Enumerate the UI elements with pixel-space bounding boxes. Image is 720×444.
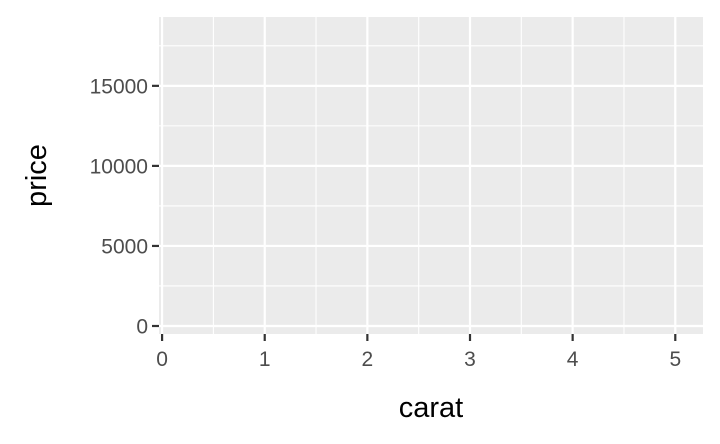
x-axis: 0 1 2 3 4 5 bbox=[156, 334, 681, 371]
panel-background bbox=[159, 17, 703, 334]
x-tick-label: 5 bbox=[669, 348, 681, 371]
y-axis: 0 5000 10000 15000 bbox=[90, 75, 159, 338]
minor-grid bbox=[159, 17, 703, 334]
y-tick-label: 10000 bbox=[90, 155, 148, 178]
major-grid bbox=[159, 17, 703, 334]
y-tick-label: 15000 bbox=[90, 75, 148, 98]
x-tick-label: 3 bbox=[464, 348, 476, 371]
y-tick-label: 5000 bbox=[101, 235, 148, 258]
x-tick-label: 0 bbox=[156, 348, 168, 371]
y-tick-label: 0 bbox=[136, 315, 148, 338]
x-tick-label: 4 bbox=[567, 348, 579, 371]
x-axis-title: carat bbox=[399, 392, 463, 424]
x-tick-label: 1 bbox=[259, 348, 271, 371]
x-tick-label: 2 bbox=[362, 348, 374, 371]
y-axis-title: price bbox=[21, 144, 53, 207]
